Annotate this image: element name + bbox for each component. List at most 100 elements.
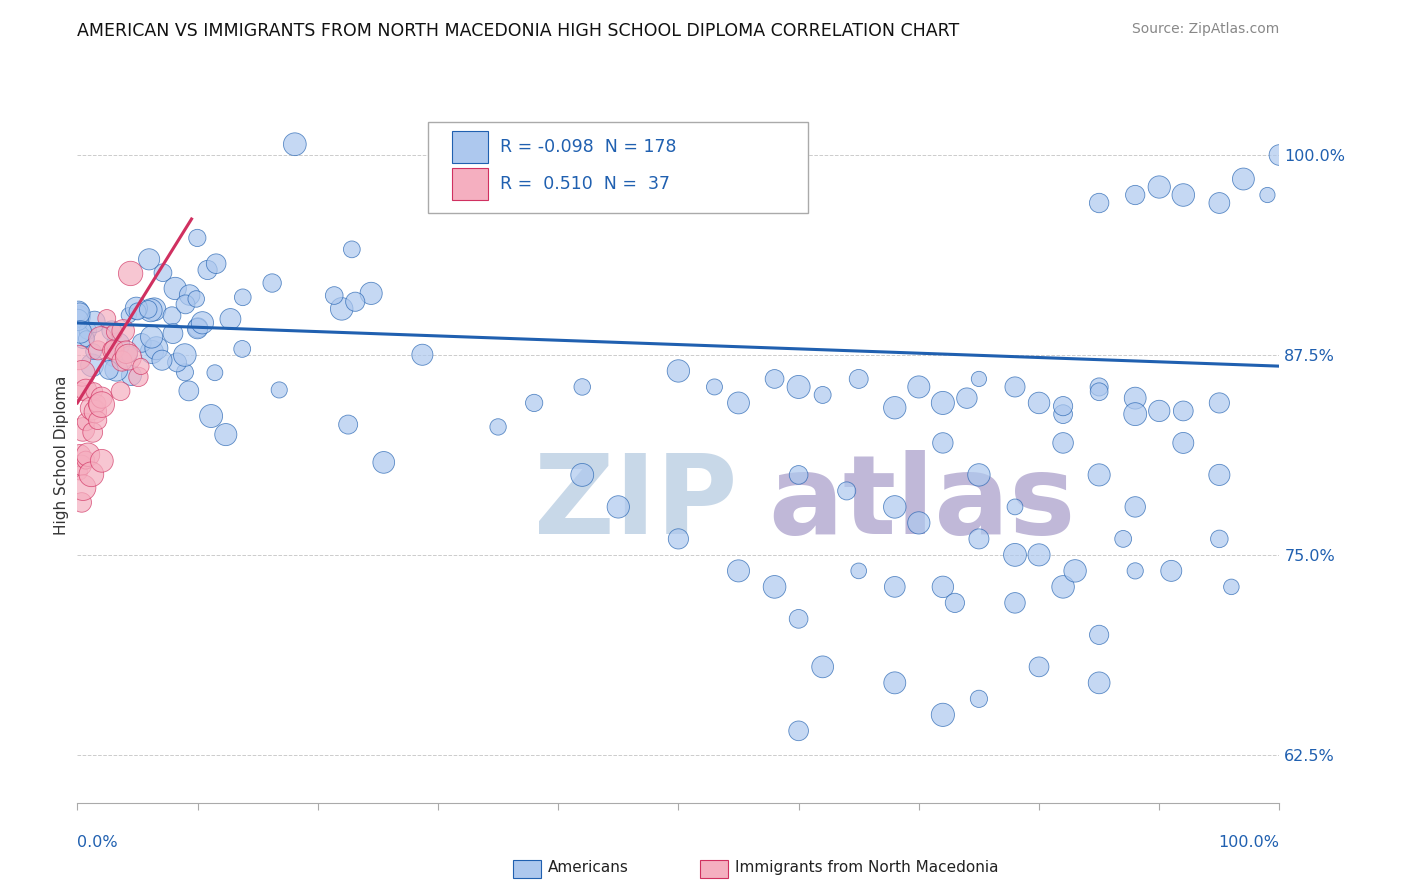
Point (1004, 500, 1026, 514)
Text: AMERICAN VS IMMIGRANTS FROM NORTH MACEDONIA HIGH SCHOOL DIPLOMA CORRELATION CHAR: AMERICAN VS IMMIGRANTS FROM NORTH MACEDO… (77, 22, 959, 40)
Text: 100.0%: 100.0% (1219, 836, 1279, 850)
Point (125, 301, 148, 316)
Point (131, 335, 153, 350)
Point (86, 396, 108, 410)
Point (360, 286, 382, 301)
Point (232, 290, 254, 304)
Point (1208, 196, 1230, 211)
Point (284, 137, 307, 152)
Point (90, 454, 112, 468)
Point (83, 344, 105, 359)
Point (848, 564, 870, 578)
Point (967, 372, 990, 386)
Point (103, 351, 125, 365)
Point (932, 396, 955, 410)
Point (89, 331, 111, 345)
Point (1208, 532, 1230, 546)
Point (811, 388, 834, 402)
Point (967, 532, 990, 546)
Point (105, 362, 128, 376)
Point (186, 321, 208, 335)
Point (69, 325, 91, 339)
Point (67, 351, 90, 365)
Point (668, 532, 690, 546)
Point (127, 304, 149, 318)
Point (215, 427, 238, 442)
Point (107, 337, 129, 351)
Point (486, 420, 509, 434)
Point (166, 355, 188, 369)
Point (1149, 180, 1171, 194)
Point (231, 342, 253, 356)
Point (75, 383, 97, 397)
Point (75, 453, 97, 467)
Point (1028, 660, 1050, 674)
Text: ZIP: ZIP (534, 450, 738, 558)
Point (787, 723, 810, 738)
Point (811, 660, 834, 674)
Point (1052, 580, 1074, 594)
Point (87, 343, 110, 358)
Point (139, 303, 162, 318)
Point (883, 580, 905, 594)
Point (1123, 391, 1146, 405)
Point (1088, 467, 1111, 482)
Point (186, 231, 208, 245)
Point (75, 415, 97, 429)
Point (1088, 628, 1111, 642)
Point (932, 580, 955, 594)
Point (69, 306, 91, 320)
Point (141, 345, 163, 359)
Point (165, 281, 187, 295)
Point (1088, 196, 1111, 211)
Point (1088, 676, 1111, 690)
Point (763, 372, 786, 386)
Point (191, 316, 214, 330)
Point (932, 436, 955, 450)
Point (200, 409, 222, 423)
Point (1123, 188, 1146, 202)
Point (1256, 188, 1278, 202)
Point (83, 384, 105, 398)
Point (129, 359, 152, 374)
Point (174, 365, 197, 379)
Point (69, 308, 91, 322)
Text: Source: ZipAtlas.com: Source: ZipAtlas.com (1132, 22, 1279, 37)
Point (177, 384, 200, 398)
Point (84, 404, 107, 418)
Point (103, 343, 125, 357)
Point (90, 398, 112, 412)
Point (69, 449, 91, 463)
Point (70, 367, 93, 381)
Point (787, 380, 810, 394)
Point (86, 413, 108, 427)
Point (883, 401, 905, 415)
Point (1064, 564, 1087, 578)
Point (1208, 396, 1230, 410)
Point (932, 707, 955, 722)
Point (70, 458, 93, 473)
Point (908, 516, 931, 530)
Point (145, 341, 167, 355)
Point (115, 345, 138, 359)
Point (80, 401, 103, 416)
Text: 0.0%: 0.0% (77, 836, 118, 850)
Point (1088, 380, 1111, 394)
Point (117, 350, 139, 364)
Point (1208, 467, 1230, 482)
Point (82, 425, 104, 440)
Point (69, 384, 91, 399)
Point (344, 294, 367, 309)
Point (197, 263, 219, 277)
Point (138, 252, 160, 267)
Point (411, 348, 433, 362)
Point (80, 359, 103, 373)
Point (1052, 436, 1074, 450)
Point (103, 325, 125, 339)
Point (1028, 548, 1050, 562)
Point (111, 354, 134, 368)
Point (120, 368, 142, 383)
Point (143, 302, 166, 317)
Text: Americans: Americans (548, 860, 630, 874)
Text: Immigrants from North Macedonia: Immigrants from North Macedonia (735, 860, 998, 874)
